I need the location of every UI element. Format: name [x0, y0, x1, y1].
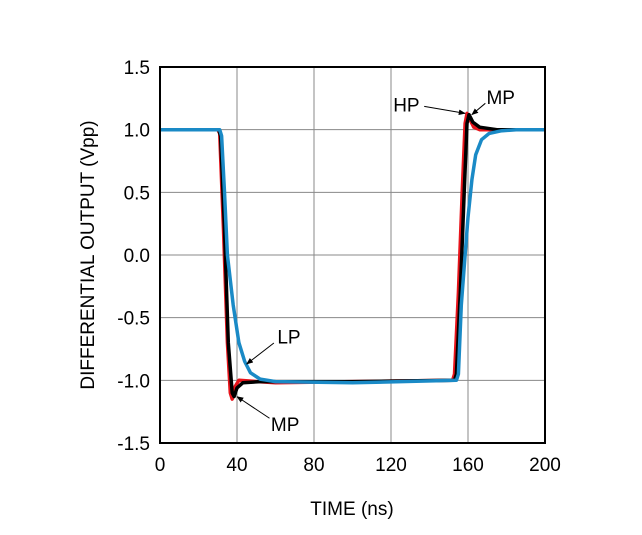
x-tick-label: 40: [226, 455, 247, 476]
plot-frame: [159, 66, 546, 444]
annotation-label-hp: HP: [393, 96, 419, 117]
annotation-arrow: [236, 396, 270, 419]
tick-labels: 0 40 80 120 160 200 1.5 1.0 0.5 0.0 -0.5 -1.0 -1.5: [117, 58, 561, 476]
annotation-arrow: [424, 105, 466, 116]
x-tick-label: 0: [155, 455, 166, 476]
y-axis-label: DIFFERENTIAL OUTPUT (Vpp): [78, 120, 99, 389]
x-axis-label: TIME (ns): [310, 499, 393, 520]
annotation-arrow: [471, 102, 486, 116]
grid: [159, 66, 546, 444]
y-tick-label: 1.0: [124, 121, 150, 142]
series-lines: [160, 111, 545, 401]
y-tick-label: 0.5: [124, 183, 150, 204]
x-tick-label: 80: [303, 455, 324, 476]
y-tick-label: -0.5: [117, 309, 150, 330]
y-tick-label: 1.5: [124, 58, 150, 79]
x-tick-label: 120: [375, 455, 407, 476]
annotation-label-mp: MP: [271, 415, 300, 436]
series-line-lp: [160, 127, 545, 385]
x-tick-label: 160: [452, 455, 484, 476]
series-line-hp: [160, 111, 545, 401]
annotation-label-lp: LP: [277, 327, 300, 348]
x-tick-label: 200: [529, 455, 561, 476]
y-tick-label: -1.5: [117, 434, 150, 455]
annotation-label-mp: MP: [486, 88, 515, 109]
annotation-arrow: [246, 342, 275, 365]
y-tick-label: -1.0: [117, 371, 150, 392]
series-line-mp: [160, 112, 545, 399]
annotations: HP MP LP MP: [236, 88, 515, 436]
y-tick-label: 0.0: [124, 246, 150, 267]
